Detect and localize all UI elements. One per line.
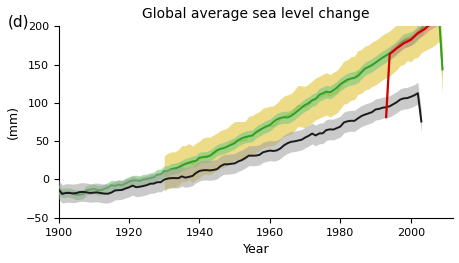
- Text: (d): (d): [7, 15, 29, 30]
- X-axis label: Year: Year: [242, 243, 269, 256]
- Title: Global average sea level change: Global average sea level change: [142, 7, 369, 21]
- Y-axis label: (mm): (mm): [7, 105, 20, 139]
